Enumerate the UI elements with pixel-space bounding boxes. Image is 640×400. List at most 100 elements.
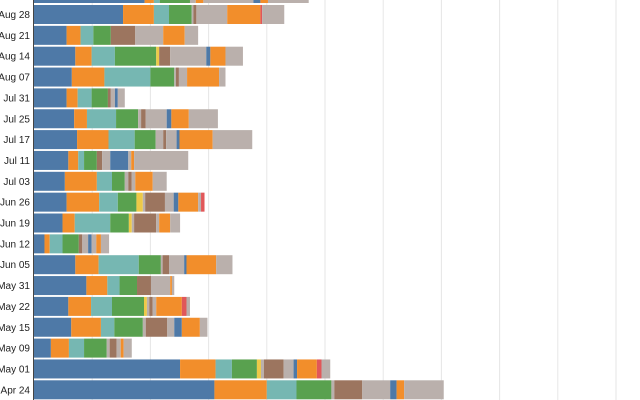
bar-segment bbox=[91, 234, 97, 254]
bar-segment bbox=[153, 0, 160, 3]
bar-segment bbox=[110, 150, 129, 170]
bar-segment bbox=[111, 171, 125, 191]
y-tick-label: May 22 bbox=[0, 302, 30, 313]
bar-segment bbox=[321, 359, 331, 379]
bar-segment bbox=[135, 25, 164, 45]
bar-segment bbox=[267, 0, 309, 3]
y-tick-label: Jul 25 bbox=[3, 114, 30, 125]
y-tick-label: May 01 bbox=[0, 364, 30, 375]
bar-segment bbox=[189, 0, 196, 3]
bar-segment bbox=[188, 109, 218, 129]
bar-segment bbox=[110, 25, 136, 45]
bar-segment bbox=[214, 380, 267, 400]
y-tick-label: Aug 14 bbox=[0, 52, 30, 63]
bar-segment bbox=[116, 109, 139, 129]
bar-segment bbox=[184, 255, 187, 275]
bar-segment bbox=[66, 25, 81, 45]
bar-segment bbox=[145, 192, 165, 212]
bar-segment bbox=[187, 67, 220, 87]
bar-segment bbox=[119, 276, 138, 296]
bar-segment bbox=[114, 88, 118, 108]
bar-segment bbox=[150, 67, 175, 87]
bar-segment bbox=[110, 213, 129, 233]
bar-segment bbox=[135, 171, 153, 191]
bar-segment bbox=[171, 109, 189, 129]
bar-segment bbox=[96, 150, 103, 170]
bar-segment bbox=[134, 213, 157, 233]
bar-segment bbox=[34, 88, 67, 108]
bar-segment bbox=[150, 276, 171, 296]
bar-segment bbox=[263, 359, 284, 379]
bar-segment bbox=[174, 67, 177, 87]
y-tick-label: May 31 bbox=[0, 281, 30, 292]
bar-segment bbox=[170, 46, 207, 66]
bar-segment bbox=[260, 5, 263, 24]
bar-segment bbox=[107, 88, 111, 108]
bar-segment bbox=[91, 296, 112, 316]
bar-segment bbox=[170, 276, 172, 296]
bar-segment bbox=[128, 171, 132, 191]
bar-segment bbox=[159, 46, 171, 66]
bar-segment bbox=[123, 5, 154, 24]
bar-segment bbox=[134, 150, 189, 170]
bar-segment bbox=[145, 109, 167, 129]
bar-segment bbox=[34, 213, 63, 233]
bar-segment bbox=[131, 150, 135, 170]
bar-segment bbox=[164, 192, 174, 212]
bar-segment bbox=[96, 234, 101, 254]
bar-segment bbox=[114, 46, 157, 66]
bar-segment bbox=[66, 192, 100, 212]
bar-segment bbox=[231, 359, 257, 379]
bar-segment bbox=[137, 276, 151, 296]
bar-segment bbox=[159, 213, 171, 233]
bar-segment bbox=[160, 255, 163, 275]
bar-segment bbox=[34, 46, 76, 66]
bar-segment bbox=[34, 130, 78, 150]
bar-segment bbox=[84, 150, 97, 170]
bar-segment bbox=[283, 359, 294, 379]
bar-segment bbox=[82, 234, 89, 254]
bar-segment bbox=[225, 46, 243, 66]
bar-segment bbox=[176, 130, 180, 150]
bar-segment bbox=[44, 234, 50, 254]
bar-segment bbox=[362, 380, 391, 400]
bar-segment bbox=[100, 234, 110, 254]
bar-segment bbox=[181, 296, 187, 316]
bar-segment bbox=[131, 171, 136, 191]
bar-segment bbox=[116, 338, 121, 358]
bar-segment bbox=[136, 192, 143, 212]
bar-segment bbox=[50, 338, 69, 358]
bar-segment bbox=[68, 296, 92, 316]
bar-segment bbox=[74, 213, 111, 233]
bar-segment bbox=[34, 171, 65, 191]
bar-segment bbox=[210, 46, 226, 66]
bar-segment bbox=[128, 213, 132, 233]
bar-segment bbox=[169, 5, 192, 24]
bar-segment bbox=[170, 213, 181, 233]
bar-segment bbox=[78, 150, 85, 170]
bar-segment bbox=[114, 317, 143, 337]
bar-segment bbox=[390, 380, 397, 400]
bar-segment bbox=[159, 0, 190, 3]
bar-segment bbox=[166, 130, 177, 150]
bar-segment bbox=[184, 25, 199, 45]
bar-segment bbox=[145, 317, 168, 337]
bar-segment bbox=[153, 5, 170, 24]
bar-segment bbox=[80, 25, 94, 45]
bar-segment bbox=[316, 359, 322, 379]
bar-segment bbox=[34, 276, 87, 296]
bar-segment bbox=[34, 296, 69, 316]
bar-segment bbox=[196, 5, 228, 24]
bar-segment bbox=[142, 192, 146, 212]
bar-segment bbox=[253, 0, 261, 3]
bar-segment bbox=[266, 380, 297, 400]
bars-group bbox=[34, 5, 444, 400]
bar-segment bbox=[78, 234, 83, 254]
bar-segment bbox=[117, 192, 137, 212]
bar-segment bbox=[260, 359, 264, 379]
bar-segment bbox=[156, 46, 160, 66]
bar-segment bbox=[131, 213, 135, 233]
bar-segment bbox=[34, 234, 45, 254]
bar-segment bbox=[34, 338, 51, 358]
